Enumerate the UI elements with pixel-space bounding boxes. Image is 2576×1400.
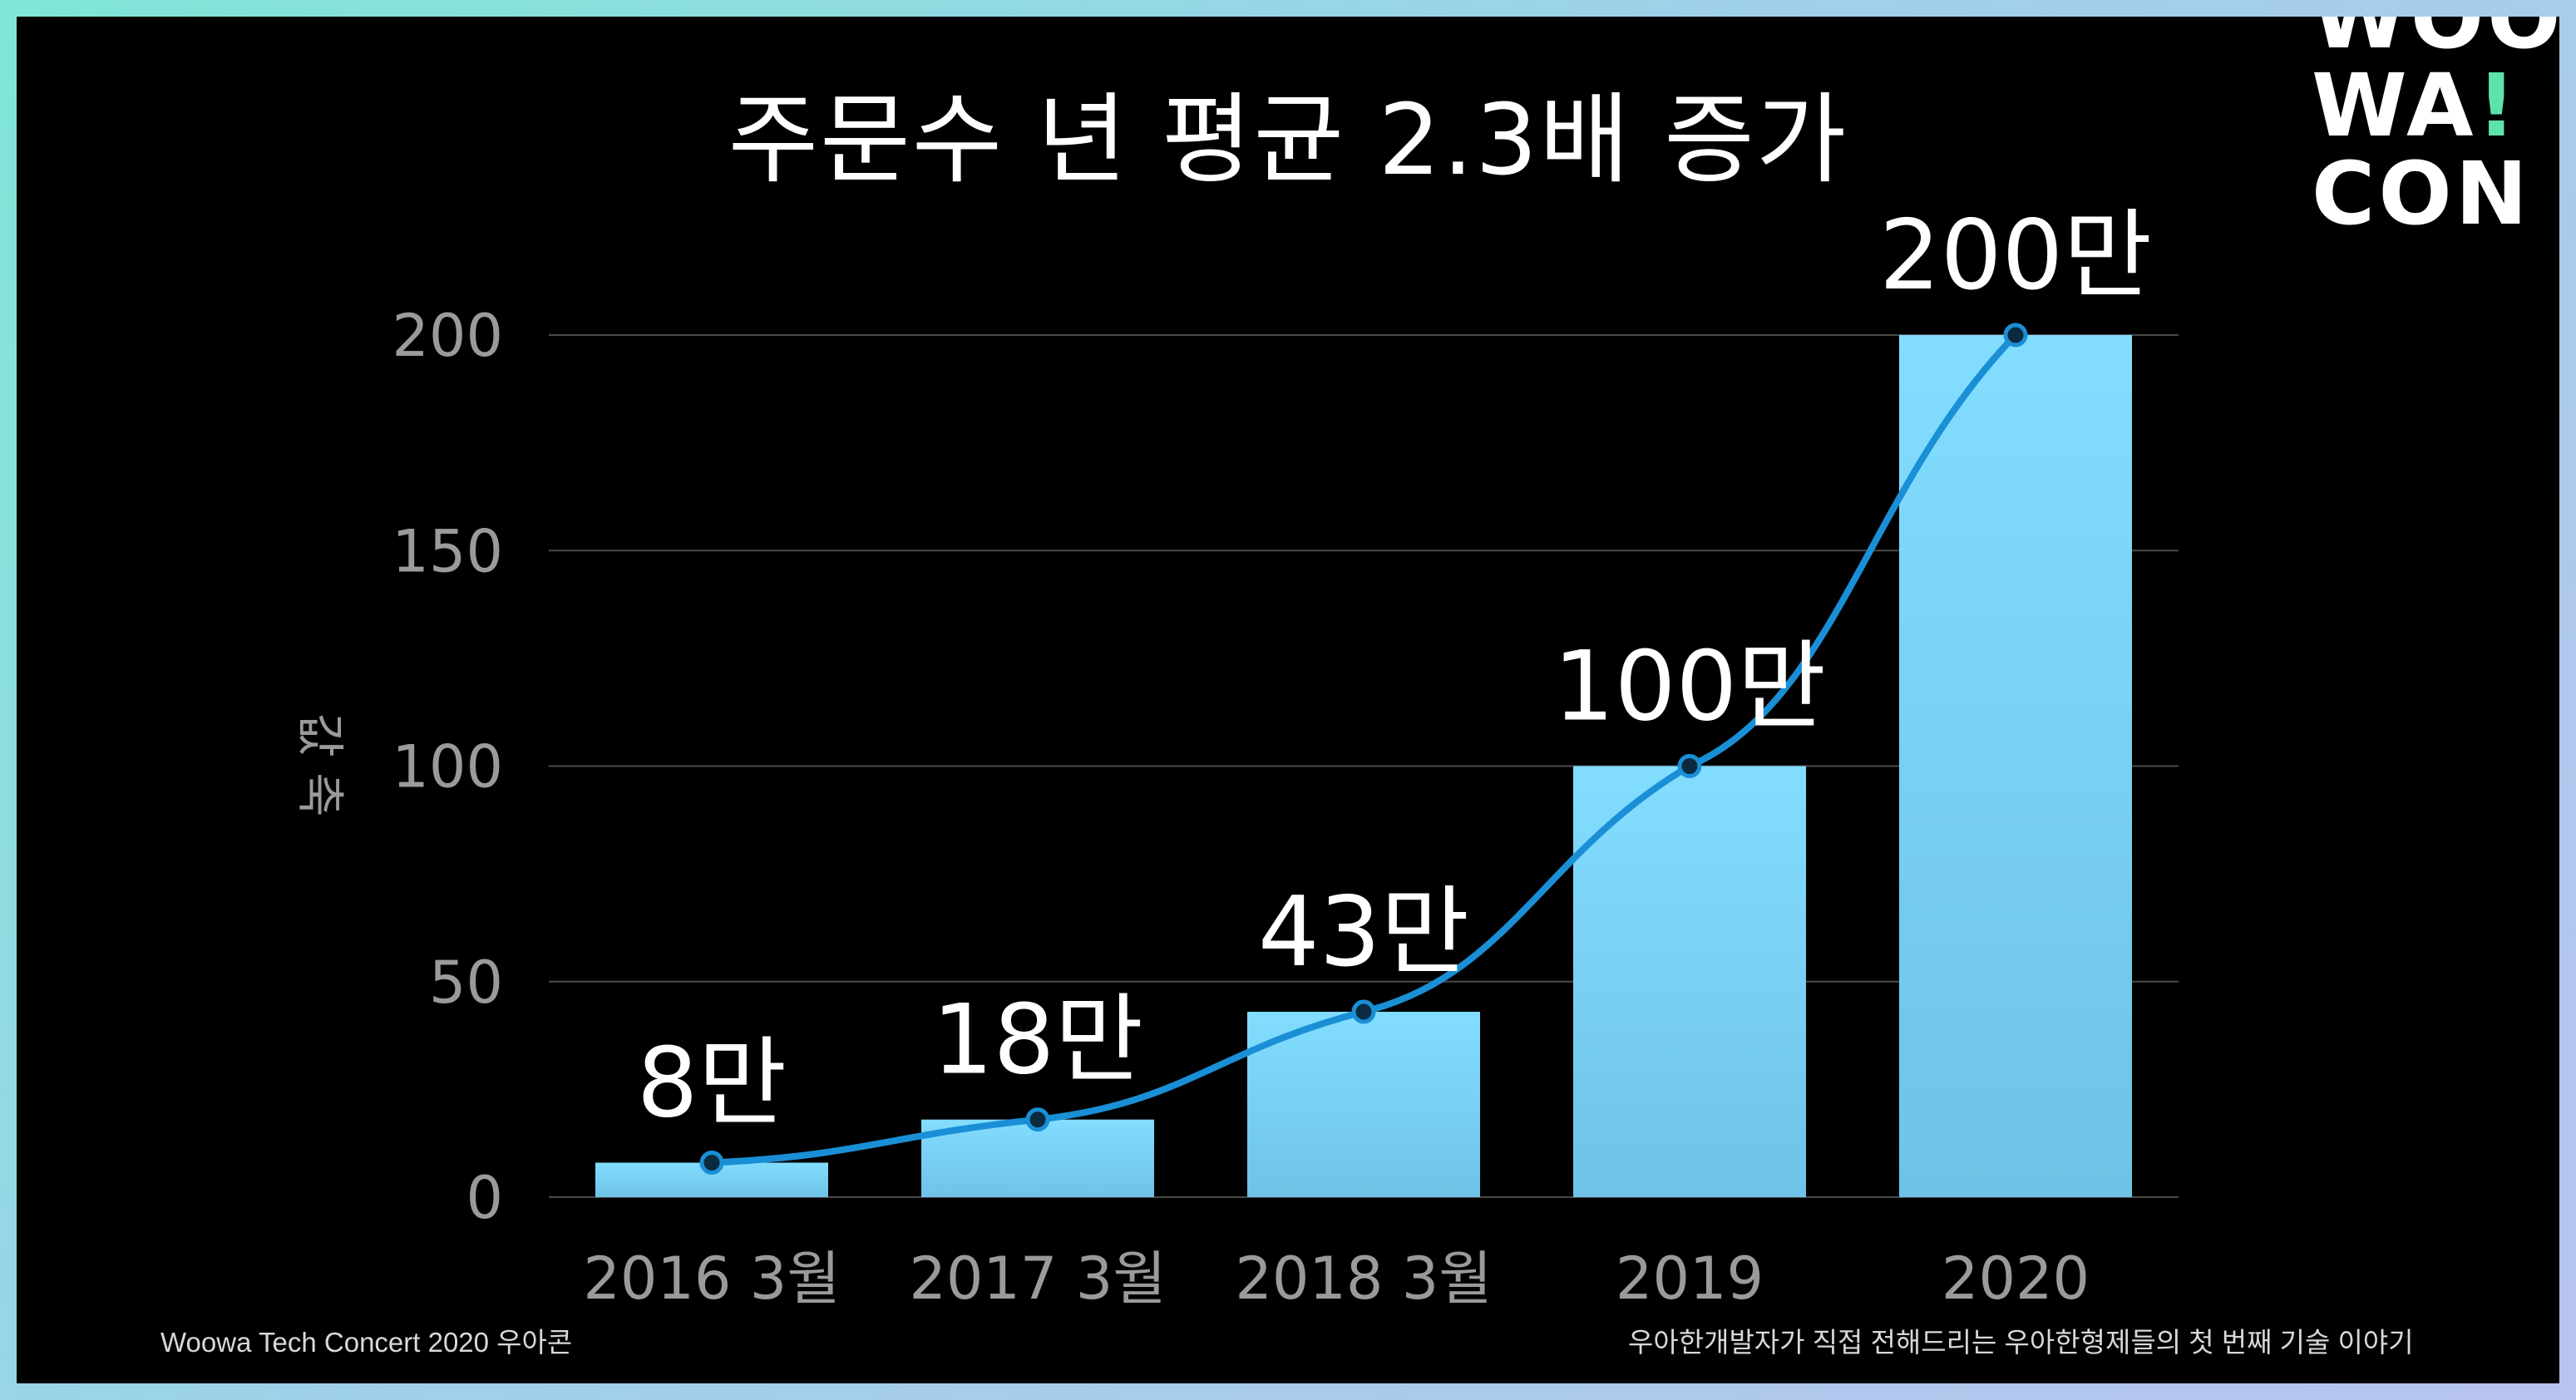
logo-exclamation: ! [2476,55,2519,156]
data-label-4: 200만 [1879,200,2152,312]
footer-event-name: Woowa Tech Concert 2020 우아콘 [160,1327,573,1358]
woowacon-logo: WOO WA! CON [2312,17,2559,283]
slide-title: 주문수 년 평균 2.3배 증가 [728,82,1848,197]
trend-point-4 [2003,323,2028,348]
orders-bar-chart: 8만 18만 43만 100만 200만 0 50 100 150 200 값 축 2016 3월 2… [292,200,2179,1313]
trend-point-3 [1677,754,1702,778]
y-axis-title: 값 축 [292,712,348,816]
logo-line-1: WOO [2312,17,2559,68]
trend-point-0 [699,1151,724,1176]
data-label-2: 43만 [1258,876,1469,988]
bar-4 [1899,335,2132,1197]
x-tick-label: 2017 3월 [909,1245,1166,1313]
logo-line-2: WA! [2312,62,2559,150]
trend-line [711,333,2018,1166]
bar-3 [1573,766,1806,1197]
x-tick-label: 2020 [1942,1245,2090,1313]
data-label-0: 8만 [637,1028,787,1140]
y-tick-label: 150 [392,517,503,585]
logo-line-3: CON [2312,143,2531,244]
trend-point-1 [1025,1107,1050,1132]
x-tick-label: 2016 3월 [583,1245,840,1313]
y-tick-label: 200 [392,302,503,370]
trend-point-2 [1351,999,1376,1024]
x-tick-label: 2019 [1616,1245,1764,1313]
y-tick-label: 0 [466,1164,503,1232]
data-label-1: 18만 [932,984,1143,1097]
y-tick-label: 100 [392,733,503,801]
logo-line-2-text: WA [2312,55,2477,156]
data-label-3: 100만 [1553,631,1826,743]
x-tick-label: 2018 3월 [1235,1245,1492,1313]
footer-tagline: 우아한개발자가 직접 전해드리는 우아한형제들의 첫 번째 기술 이야기 [1628,1327,2414,1358]
bar-2 [1247,1012,1480,1197]
slide: 주문수 년 평균 2.3배 증가 WOO WA! CON 8만 18만 43만 100… [17,17,2559,1383]
y-tick-label: 50 [429,949,503,1017]
